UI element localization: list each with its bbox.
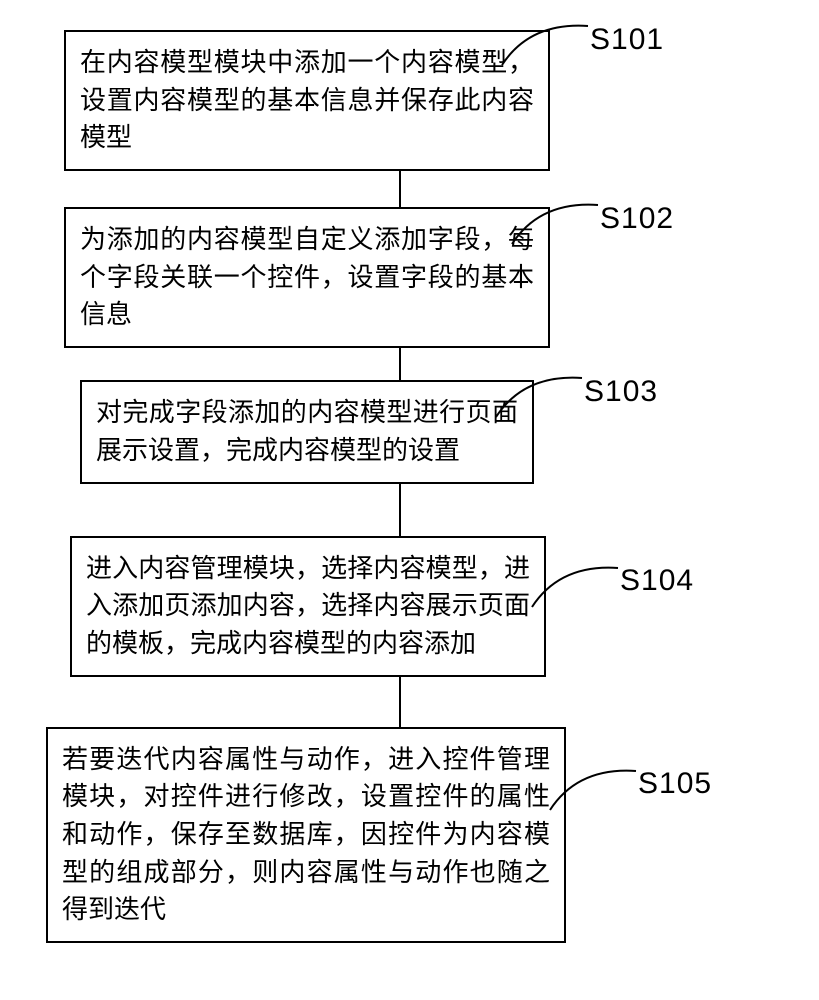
- step-box: 进入内容管理模块，选择内容模型，进入添加页添加内容，选择内容展示页面的模板，完成…: [70, 536, 546, 677]
- callout-curve-icon: [530, 554, 620, 609]
- connector: [399, 484, 401, 536]
- flow-step-s104: 进入内容管理模块，选择内容模型，进入添加页添加内容，选择内容展示页面的模板，完成…: [40, 536, 760, 677]
- step-callout: S102: [510, 191, 674, 246]
- step-text: 对完成字段添加的内容模型进行页面展示设置，完成内容模型的设置: [96, 397, 518, 465]
- step-label: S101: [590, 23, 664, 57]
- step-text: 若要迭代内容属性与动作，进入控件管理模块，对控件进行修改，设置控件的属性和动作，…: [62, 744, 550, 925]
- step-callout: S104: [530, 554, 694, 609]
- flow-step-s103: 对完成字段添加的内容模型进行页面展示设置，完成内容模型的设置 S103: [40, 380, 760, 483]
- step-box: 在内容模型模块中添加一个内容模型，设置内容模型的基本信息并保存此内容模型: [64, 30, 550, 171]
- flow-step-s102: 为添加的内容模型自定义添加字段，每个字段关联一个控件，设置字段的基本信息 S10…: [40, 207, 760, 348]
- callout-curve-icon: [548, 757, 638, 812]
- step-box: 若要迭代内容属性与动作，进入控件管理模块，对控件进行修改，设置控件的属性和动作，…: [46, 727, 566, 943]
- step-label: S102: [600, 202, 674, 236]
- step-box: 对完成字段添加的内容模型进行页面展示设置，完成内容模型的设置: [80, 380, 534, 483]
- flowchart: 在内容模型模块中添加一个内容模型，设置内容模型的基本信息并保存此内容模型 S10…: [40, 30, 760, 943]
- callout-curve-icon: [494, 364, 584, 419]
- step-text: 为添加的内容模型自定义添加字段，每个字段关联一个控件，设置字段的基本信息: [80, 224, 534, 329]
- callout-curve-icon: [500, 12, 590, 67]
- connector: [399, 171, 401, 207]
- step-label: S103: [584, 375, 658, 409]
- step-callout: S101: [500, 12, 664, 67]
- step-label: S104: [620, 564, 694, 598]
- connector: [399, 348, 401, 380]
- step-callout: S103: [494, 364, 658, 419]
- connector: [399, 677, 401, 727]
- step-callout: S105: [548, 757, 712, 812]
- step-text: 在内容模型模块中添加一个内容模型，设置内容模型的基本信息并保存此内容模型: [80, 47, 534, 152]
- flow-step-s101: 在内容模型模块中添加一个内容模型，设置内容模型的基本信息并保存此内容模型 S10…: [40, 30, 760, 171]
- step-box: 为添加的内容模型自定义添加字段，每个字段关联一个控件，设置字段的基本信息: [64, 207, 550, 348]
- flow-step-s105: 若要迭代内容属性与动作，进入控件管理模块，对控件进行修改，设置控件的属性和动作，…: [40, 727, 760, 943]
- step-text: 进入内容管理模块，选择内容模型，进入添加页添加内容，选择内容展示页面的模板，完成…: [86, 553, 530, 658]
- callout-curve-icon: [510, 191, 600, 246]
- step-label: S105: [638, 767, 712, 801]
